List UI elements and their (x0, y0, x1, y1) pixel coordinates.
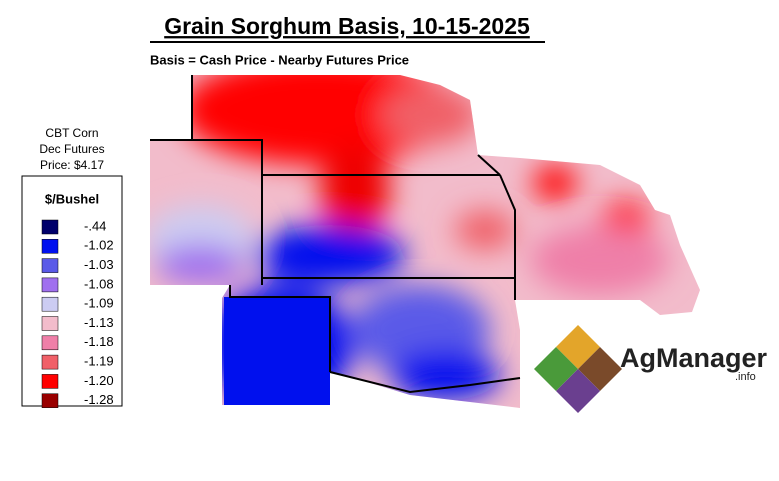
legend-label: -1.02 (84, 238, 114, 253)
legend-swatch (41, 354, 59, 370)
legend-swatch (41, 296, 59, 312)
legend-swatch (41, 239, 59, 254)
note-line: CBT Corn (45, 126, 98, 140)
legend-label: -.44 (84, 218, 106, 233)
subtitle: Basis = Cash Price - Nearby Futures Pric… (150, 52, 409, 67)
legend-label: -1.13 (84, 315, 114, 330)
legend-swatch (41, 316, 59, 331)
legend-swatch (41, 219, 59, 235)
logo-name: AgManager (620, 343, 768, 373)
legend-label: -1.08 (84, 276, 114, 291)
legend-label: -1.03 (84, 257, 114, 272)
legend-label: -1.09 (84, 296, 114, 311)
logo: AgManager .info (534, 325, 768, 413)
legend-swatch (41, 335, 59, 351)
legend-swatch (41, 393, 59, 408)
legend-swatch (41, 277, 59, 293)
legend-swatch (41, 258, 59, 273)
futures-note: CBT Corn Dec Futures Price: $4.17 (39, 126, 104, 172)
note-line: Dec Futures (39, 142, 104, 156)
legend-label: -1.19 (84, 354, 114, 369)
legend-swatch (41, 374, 59, 389)
legend-label: -1.18 (84, 334, 114, 349)
title: Grain Sorghum Basis, 10-15-2025 (164, 13, 530, 39)
note-line: Price: $4.17 (40, 158, 104, 172)
legend-label: -1.28 (84, 392, 114, 407)
state-borders (150, 75, 521, 394)
legend-items: -.44 -1.02 -1.03 -1.08 -1.09 -1.13 -1.18 -1.19 -… (41, 218, 114, 408)
legend-box (21, 175, 123, 407)
legend-label: -1.20 (84, 373, 114, 388)
legend-title: $/Bushel (45, 191, 99, 206)
logo-suffix: .info (735, 371, 756, 383)
